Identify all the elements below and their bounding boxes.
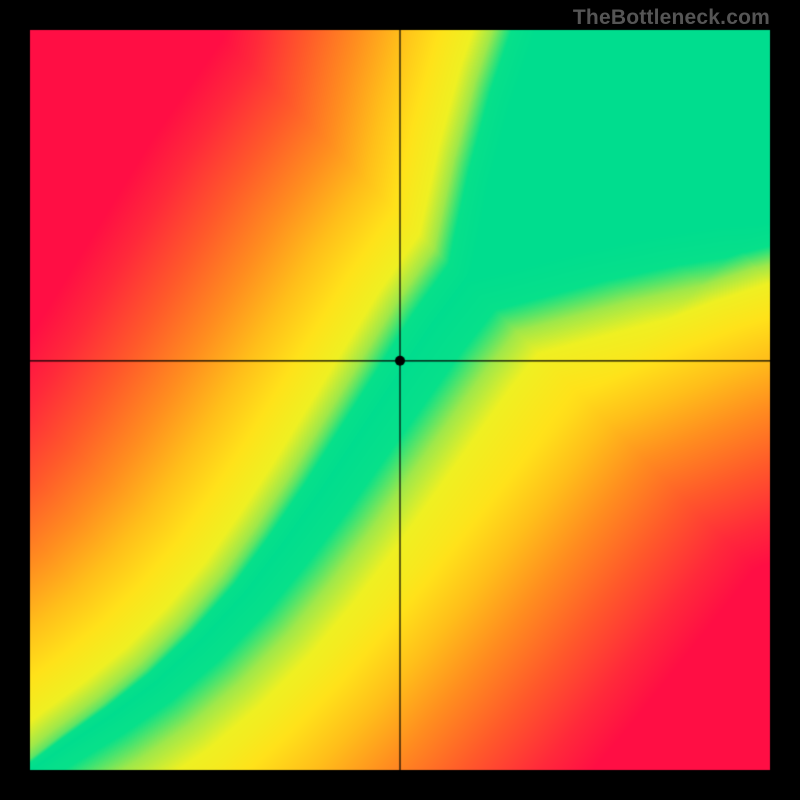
watermark-text: TheBottleneck.com (573, 6, 770, 30)
heatmap-canvas (0, 0, 800, 800)
chart-frame: TheBottleneck.com (0, 0, 800, 800)
